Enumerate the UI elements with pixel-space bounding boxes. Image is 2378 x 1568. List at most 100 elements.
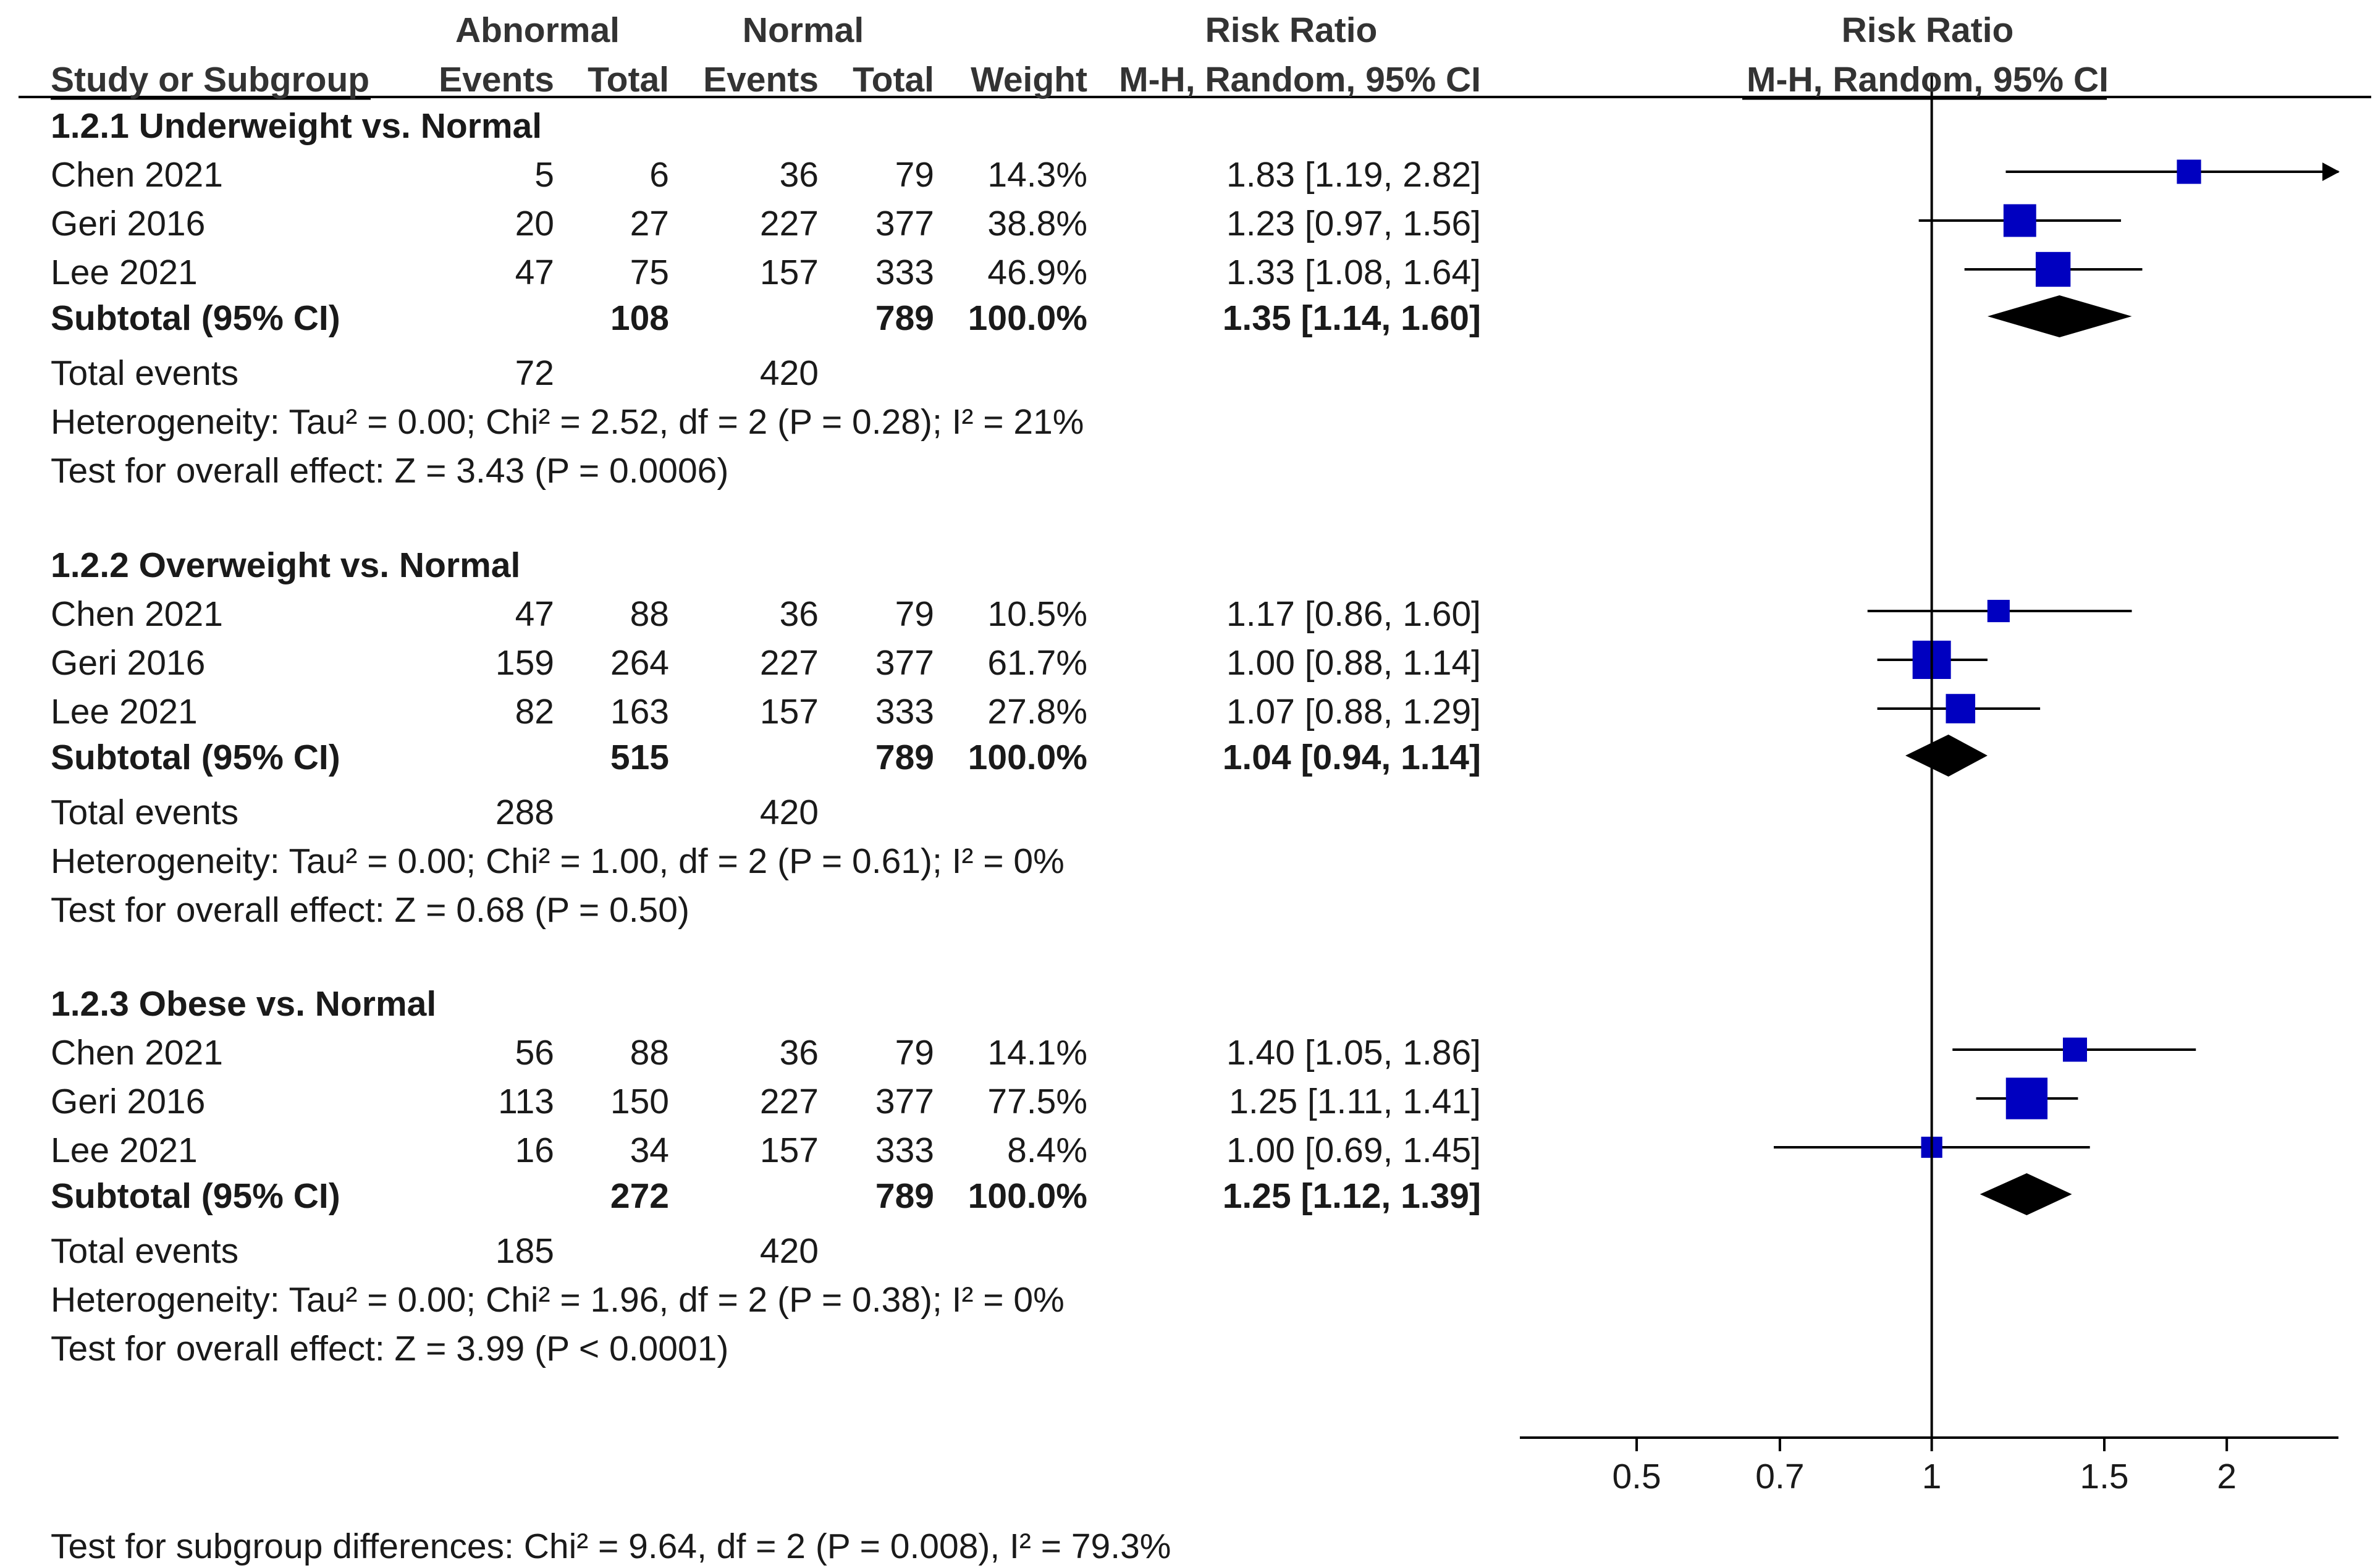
total-events-abnormal: 288 xyxy=(495,793,554,832)
study-name: Lee 2021 xyxy=(51,692,198,731)
study-name: Chen 2021 xyxy=(51,155,223,195)
study-name: Geri 2016 xyxy=(51,1082,206,1121)
total-abnormal: 27 xyxy=(630,204,669,243)
study-name: Geri 2016 xyxy=(51,204,206,243)
subtotal-total-abnormal: 515 xyxy=(610,738,669,777)
x-tick-label: 1.5 xyxy=(2080,1457,2129,1496)
events-normal: 157 xyxy=(759,1131,819,1170)
events-normal: 227 xyxy=(759,204,819,243)
total-events-abnormal: 72 xyxy=(515,353,554,393)
subgroup-title: 1.2.2 Overweight vs. Normal xyxy=(51,546,521,585)
study-weight: 61.7% xyxy=(987,643,1087,683)
study-point xyxy=(2035,251,2071,287)
events-abnormal: 47 xyxy=(515,594,554,634)
total-events-label: Total events xyxy=(51,793,239,832)
total-events-label: Total events xyxy=(51,353,239,393)
study-risk-ratio: 1.00 [0.69, 1.45] xyxy=(1226,1131,1481,1170)
study-weight: 46.9% xyxy=(987,253,1087,292)
subtotal-total-abnormal: 272 xyxy=(610,1176,669,1216)
study-risk-ratio: 1.25 [1.11, 1.41] xyxy=(1229,1082,1481,1121)
study-weight: 10.5% xyxy=(987,594,1087,634)
study-risk-ratio: 1.40 [1.05, 1.86] xyxy=(1226,1033,1481,1073)
study-risk-ratio: 1.33 [1.08, 1.64] xyxy=(1226,253,1481,292)
subtotal-total-normal: 789 xyxy=(875,738,934,777)
study-weight: 38.8% xyxy=(987,204,1087,243)
total-normal: 79 xyxy=(895,155,934,195)
heterogeneity-text: Heterogeneity: Tau² = 0.00; Chi² = 1.00,… xyxy=(51,841,1065,881)
header-risk-ratio-plot: Risk Ratio xyxy=(1841,11,2014,50)
subtotal-total-abnormal: 108 xyxy=(610,298,669,338)
study-name: Chen 2021 xyxy=(51,1033,223,1073)
heterogeneity-text: Heterogeneity: Tau² = 0.00; Chi² = 2.52,… xyxy=(51,402,1084,442)
study-name: Lee 2021 xyxy=(51,253,198,292)
study-weight: 8.4% xyxy=(1007,1131,1087,1170)
heterogeneity-text: Heterogeneity: Tau² = 0.00; Chi² = 1.96,… xyxy=(51,1280,1065,1320)
x-tick-label: 2 xyxy=(2217,1457,2237,1496)
subtotal-diamond xyxy=(1987,295,2132,337)
header-study: Study or Subgroup xyxy=(51,60,370,99)
subtotal-weight: 100.0% xyxy=(968,1176,1087,1216)
study-name: Geri 2016 xyxy=(51,643,206,683)
header-total-abnormal: Total xyxy=(588,60,669,99)
events-abnormal: 56 xyxy=(515,1033,554,1073)
subtotal-total-normal: 789 xyxy=(875,1176,934,1216)
total-normal: 333 xyxy=(875,692,934,731)
total-normal: 377 xyxy=(875,1082,934,1121)
header-total-normal: Total xyxy=(853,60,934,99)
subtotal-diamond xyxy=(1905,735,1988,777)
total-events-normal: 420 xyxy=(759,353,819,393)
study-point xyxy=(2177,159,2201,184)
x-tick-label: 0.5 xyxy=(1612,1457,1661,1496)
subtotal-label: Subtotal (95% CI) xyxy=(51,298,340,338)
study-point xyxy=(2062,1037,2088,1062)
total-normal: 79 xyxy=(895,1033,934,1073)
study-weight: 14.1% xyxy=(987,1033,1087,1073)
study-name: Chen 2021 xyxy=(51,594,223,634)
subtotal-risk-ratio: 1.04 [0.94, 1.14] xyxy=(1222,738,1481,777)
events-normal: 36 xyxy=(779,155,819,195)
events-abnormal: 159 xyxy=(495,643,554,683)
study-point xyxy=(1946,694,1976,723)
overall-effect-text: Test for overall effect: Z = 0.68 (P = 0… xyxy=(51,890,689,930)
subtotal-diamond xyxy=(1980,1173,2072,1215)
x-tick-label: 0.7 xyxy=(1755,1457,1805,1496)
subtotal-label: Subtotal (95% CI) xyxy=(51,738,340,777)
total-events-normal: 420 xyxy=(759,1231,819,1271)
study-risk-ratio: 1.83 [1.19, 2.82] xyxy=(1226,155,1481,195)
header-abnormal: Abnormal xyxy=(455,11,620,50)
header-weight: Weight xyxy=(971,60,1087,99)
subtotal-risk-ratio: 1.25 [1.12, 1.39] xyxy=(1222,1176,1481,1216)
ci-arrow xyxy=(2322,162,2340,181)
study-point xyxy=(2005,1077,2048,1119)
subgroup-title: 1.2.1 Underweight vs. Normal xyxy=(51,106,542,146)
study-weight: 77.5% xyxy=(987,1082,1087,1121)
study-point xyxy=(1987,599,2010,623)
header-normal: Normal xyxy=(742,11,864,50)
events-normal: 227 xyxy=(759,643,819,683)
study-point xyxy=(2003,204,2036,237)
study-risk-ratio: 1.23 [0.97, 1.56] xyxy=(1226,204,1481,243)
events-abnormal: 5 xyxy=(534,155,554,195)
header-events-normal: Events xyxy=(703,60,819,99)
subtotal-weight: 100.0% xyxy=(968,738,1087,777)
events-normal: 157 xyxy=(759,692,819,731)
total-abnormal: 163 xyxy=(610,692,669,731)
header-events-abnormal: Events xyxy=(439,60,554,99)
total-normal: 333 xyxy=(875,1131,934,1170)
total-events-abnormal: 185 xyxy=(495,1231,554,1271)
events-normal: 157 xyxy=(759,253,819,292)
events-abnormal: 16 xyxy=(515,1131,554,1170)
subgroup-title: 1.2.3 Obese vs. Normal xyxy=(51,984,437,1024)
header-method-plot: M-H, Random, 95% CI xyxy=(1747,60,2109,99)
subgroup-differences-text: Test for subgroup differences: Chi² = 9.… xyxy=(51,1527,1171,1566)
subtotal-total-normal: 789 xyxy=(875,298,934,338)
study-risk-ratio: 1.00 [0.88, 1.14] xyxy=(1226,643,1481,683)
subtotal-label: Subtotal (95% CI) xyxy=(51,1176,340,1216)
total-abnormal: 150 xyxy=(610,1082,669,1121)
total-normal: 333 xyxy=(875,253,934,292)
total-abnormal: 88 xyxy=(630,1033,669,1073)
total-normal: 79 xyxy=(895,594,934,634)
study-name: Lee 2021 xyxy=(51,1131,198,1170)
events-abnormal: 113 xyxy=(498,1082,554,1121)
